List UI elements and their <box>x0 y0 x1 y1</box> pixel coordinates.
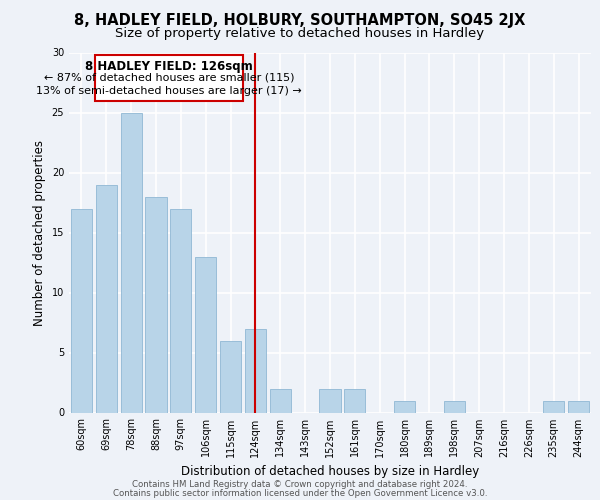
Text: Contains HM Land Registry data © Crown copyright and database right 2024.: Contains HM Land Registry data © Crown c… <box>132 480 468 489</box>
Bar <box>319 388 341 412</box>
Bar <box>344 388 365 412</box>
Text: 8 HADLEY FIELD: 126sqm: 8 HADLEY FIELD: 126sqm <box>85 60 253 74</box>
Bar <box>145 196 167 412</box>
Text: ← 87% of detached houses are smaller (115): ← 87% of detached houses are smaller (11… <box>44 73 294 83</box>
Bar <box>444 400 465 412</box>
Bar <box>270 388 291 412</box>
Bar <box>568 400 589 412</box>
Y-axis label: Number of detached properties: Number of detached properties <box>33 140 46 326</box>
Bar <box>71 208 92 412</box>
Text: 8, HADLEY FIELD, HOLBURY, SOUTHAMPTON, SO45 2JX: 8, HADLEY FIELD, HOLBURY, SOUTHAMPTON, S… <box>74 12 526 28</box>
Text: Contains public sector information licensed under the Open Government Licence v3: Contains public sector information licen… <box>113 488 487 498</box>
Text: Size of property relative to detached houses in Hardley: Size of property relative to detached ho… <box>115 28 485 40</box>
X-axis label: Distribution of detached houses by size in Hardley: Distribution of detached houses by size … <box>181 465 479 478</box>
Bar <box>245 328 266 412</box>
Bar <box>394 400 415 412</box>
Bar <box>170 208 191 412</box>
FancyBboxPatch shape <box>95 55 242 100</box>
Bar <box>121 112 142 412</box>
Bar <box>96 184 117 412</box>
Bar <box>195 256 216 412</box>
Bar <box>220 340 241 412</box>
Bar <box>543 400 564 412</box>
Text: 13% of semi-detached houses are larger (17) →: 13% of semi-detached houses are larger (… <box>36 86 302 96</box>
